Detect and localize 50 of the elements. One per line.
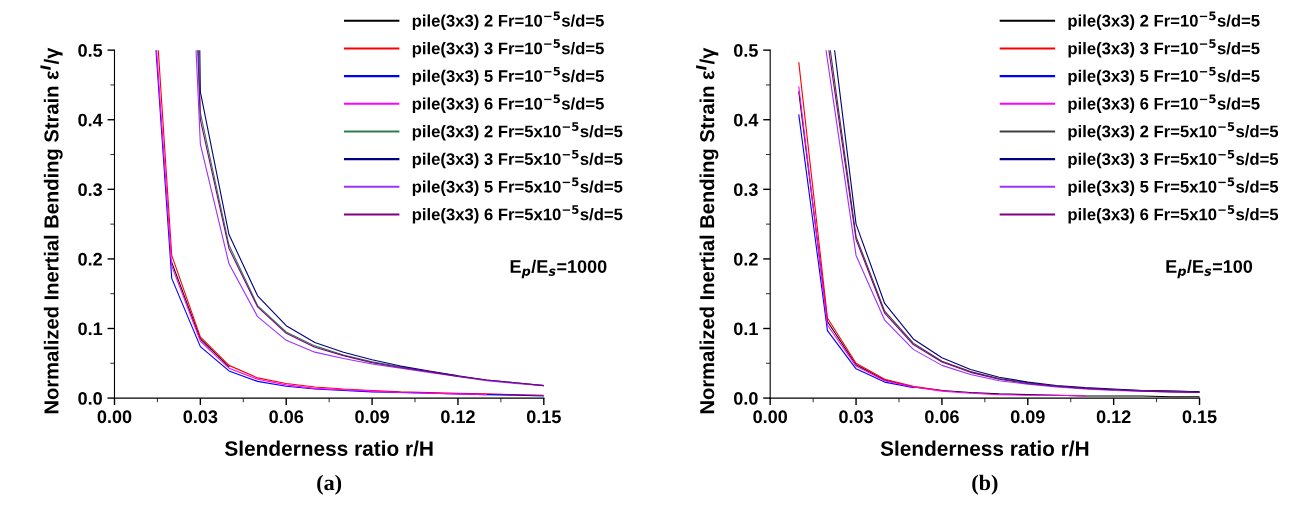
- y-tick-label: 0.5: [78, 44, 103, 57]
- x-tick-label: 0.03: [183, 410, 218, 424]
- x-tick-label: 0.09: [355, 410, 389, 424]
- y-axis-title: Normalized Inertial Bending Strain ε$^{I}$/γ: [696, 47, 719, 414]
- legend-label: pile(3x3) 2 Fr=5x10$^{−5}$s/d=5: [412, 122, 623, 141]
- x-tick-label: 0.00: [753, 410, 788, 424]
- annotation: E$_{p}$/E$_{s}$=100: [1166, 259, 1253, 279]
- y-tick-label: 0.3: [78, 183, 103, 197]
- y-axis-title: Normalized Inertial Bending Strain ε$^{I}$/γ: [40, 47, 63, 414]
- y-tick-label: 0.2: [734, 252, 758, 266]
- legend-label: pile(3x3) 5 Fr=10$^{−5}$s/d=5: [1068, 66, 1260, 86]
- annotation: E$_{p}$/E$_{s}$=1000: [510, 259, 607, 279]
- y-tick-label: 0.4: [78, 113, 103, 127]
- y-tick-label: 0.0: [78, 392, 102, 405]
- y-tick-label: 0.1: [734, 322, 758, 336]
- x-tick-label: 0.12: [441, 410, 475, 424]
- legend-label: pile(3x3) 5 Fr=10$^{−5}$s/d=5: [412, 66, 604, 86]
- text: (a): [317, 474, 342, 495]
- x-tick-label: 0.03: [839, 410, 873, 424]
- x-axis-title: Slenderness ratio r/H: [224, 440, 433, 457]
- line-series: [798, 114, 914, 389]
- x-tick-label: 0.00: [97, 410, 132, 424]
- legend-label: pile(3x3) 6 Fr=10$^{−5}$s/d=5: [1068, 94, 1260, 113]
- x-tick-label: 0.09: [1010, 410, 1045, 424]
- legend-label: pile(3x3) 3 Fr=10$^{−5}$s/d=5: [412, 39, 604, 58]
- legend-label: pile(3x3) 6 Fr=5x10$^{−5}$s/d=5: [1068, 205, 1279, 224]
- x-tick-label: 0.06: [269, 410, 304, 424]
- legend-label: pile(3x3) 6 Fr=5x10$^{−5}$s/d=5: [412, 205, 623, 224]
- x-axis-title: Slenderness ratio r/H: [880, 440, 1089, 457]
- text: (b): [972, 474, 998, 495]
- x-tick-label: 0.15: [1182, 410, 1217, 424]
- legend-label: pile(3x3) 2 Fr=10$^{−5}$s/d=5: [412, 11, 604, 30]
- y-tick-label: 0.4: [734, 113, 759, 127]
- y-tick-label: 0.2: [78, 252, 102, 266]
- x-tick-label: 0.06: [925, 410, 959, 424]
- y-tick-label: 0.3: [734, 183, 758, 197]
- x-tick-label: 0.15: [526, 410, 561, 424]
- legend-label: pile(3x3) 2 Fr=5x10$^{−5}$s/d=5: [1068, 122, 1279, 141]
- y-tick-label: 0.1: [78, 322, 103, 336]
- legend-label: pile(3x3) 3 Fr=5x10$^{−5}$s/d=5: [412, 149, 623, 169]
- line-series: [798, 62, 943, 391]
- legend-label: pile(3x3) 2 Fr=10$^{−5}$s/d=5: [1068, 11, 1260, 30]
- legend-label: pile(3x3) 5 Fr=5x10$^{−5}$s/d=5: [1068, 177, 1279, 196]
- legend-label: pile(3x3) 5 Fr=5x10$^{−5}$s/d=5: [412, 177, 623, 196]
- y-tick-label: 0.0: [734, 392, 758, 405]
- legend-label: pile(3x3) 3 Fr=10$^{−5}$s/d=5: [1068, 39, 1260, 58]
- legend-label: pile(3x3) 3 Fr=5x10$^{−5}$s/d=5: [1068, 149, 1279, 169]
- legend-label: pile(3x3) 6 Fr=10$^{−5}$s/d=5: [412, 94, 604, 113]
- y-tick-label: 0.5: [734, 44, 758, 57]
- x-tick-label: 0.12: [1096, 410, 1131, 424]
